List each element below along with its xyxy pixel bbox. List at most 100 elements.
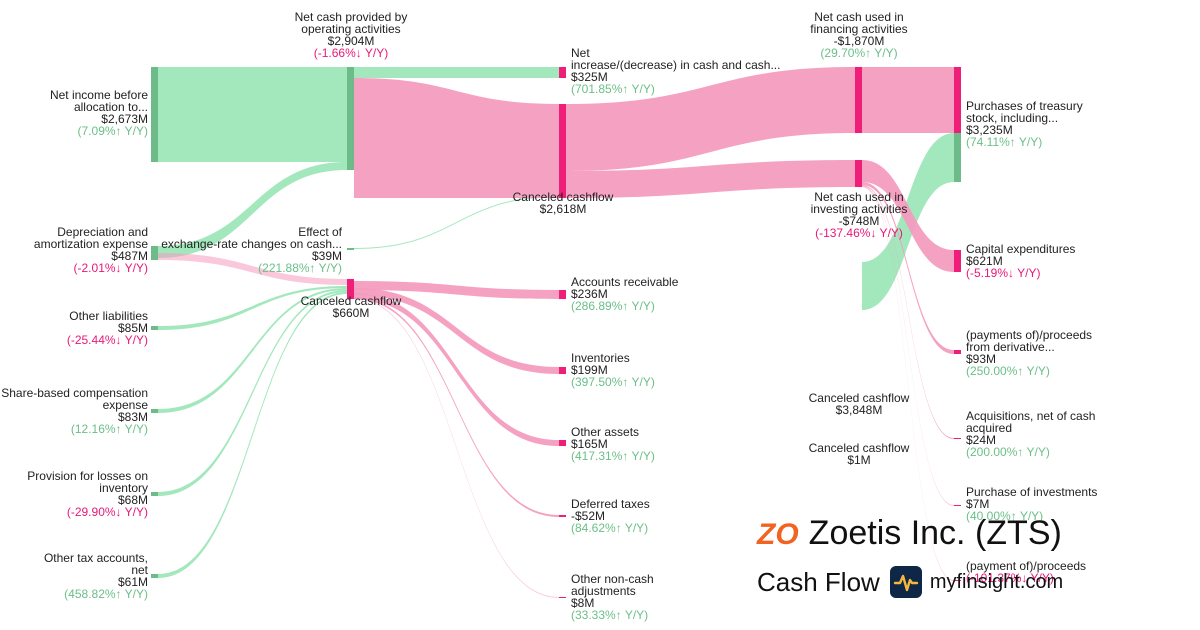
node-label-line: allocation to...: [74, 100, 148, 114]
link-canceled_660-to-accounts_receivable: [354, 281, 559, 299]
node-change: (74.11%↑ Y/Y): [966, 135, 1042, 149]
label-capex: Capital expenditures$621M(-5.19%↓ Y/Y): [966, 242, 1075, 280]
statement-name: Cash Flow: [757, 566, 880, 597]
node-label-line: inventory: [99, 481, 148, 495]
node-change: (-1.66%↓ Y/Y): [314, 46, 388, 60]
node-value: -$1,870M: [834, 34, 885, 48]
node-change: (397.50%↑ Y/Y): [571, 375, 655, 389]
link-investing-to-payment_of: [862, 186, 954, 581]
node-label-line: Canceled cashflow: [513, 190, 614, 204]
node-value: $199M: [571, 363, 608, 377]
node-canceled_660: [347, 279, 354, 299]
node-label-line: net: [131, 563, 148, 577]
node-label-line: (payments of)/proceeds: [966, 328, 1092, 342]
link-depreciation-to-canceled_660: [158, 253, 347, 285]
node-net_increase: [559, 67, 566, 78]
node-label-line: investing activities: [811, 202, 908, 216]
label-purchase_investments: Purchase of investments$7M(40.00%↑ Y/Y): [966, 485, 1097, 523]
node-change: (250.00%↑ Y/Y): [966, 364, 1050, 378]
node-value: -$52M: [571, 509, 605, 523]
link-share_based-to-canceled_660: [158, 288, 347, 413]
node-value: $3,235M: [966, 123, 1013, 137]
node-label-line: Purchases of treasury: [966, 99, 1083, 113]
node-fx: [347, 248, 354, 250]
node-value: $7M: [966, 497, 989, 511]
label-canceled_2618: Canceled cashflow$2,618M: [513, 190, 614, 216]
node-label-line: financing activities: [810, 22, 907, 36]
node-change: (84.62%↑ Y/Y): [571, 521, 648, 535]
node-value: $1M: [847, 453, 870, 467]
node-value: $2,904M: [328, 34, 375, 48]
node-accounts_receivable: [559, 290, 566, 299]
node-change: (417.31%↑ Y/Y): [571, 449, 655, 463]
link-financing-to-treasury: [862, 67, 954, 133]
link-provision-to-canceled_660: [158, 290, 347, 496]
node-label-line: Capital expenditures: [966, 242, 1075, 256]
node-other_liabilities: [151, 326, 158, 330]
node-change: (-101.37%↓ Y/Y): [966, 571, 1054, 585]
node-label-line: Other liabilities: [69, 309, 148, 323]
link-other_tax-to-canceled_660: [158, 292, 347, 578]
label-other_liabilities: Other liabilities$85M(-25.44%↓ Y/Y): [67, 309, 148, 347]
link-depreciation-to-operating: [158, 162, 347, 258]
node-label-line: from derivative...: [966, 340, 1055, 354]
node-label-line: amortization expense: [34, 237, 148, 251]
node-change: (-29.90%↓ Y/Y): [67, 505, 148, 519]
label-share_based: Share-based compensationexpense$83M(12.1…: [1, 386, 148, 436]
node-value: $3,848M: [836, 403, 883, 417]
node-value: $660M: [333, 306, 370, 320]
node-treasury-inflow-part: [954, 133, 961, 182]
node-change: (-2.01%↓ Y/Y): [74, 261, 148, 275]
link-investing-to-purchase_investments: [862, 186, 954, 506]
node-value: $93M: [966, 352, 996, 366]
node-capex: [954, 250, 961, 272]
node-payment_of: [954, 580, 961, 581]
node-deferred_taxes: [559, 515, 566, 517]
link-operating-to-net_increase: [354, 67, 559, 78]
node-change: (221.88%↑ Y/Y): [258, 261, 342, 275]
node-change: (286.89%↑ Y/Y): [571, 299, 655, 313]
node-label-line: Net cash used in: [814, 10, 903, 24]
node-derivative: [954, 350, 961, 354]
node-label-line: Net cash provided by: [295, 10, 408, 24]
node-label-line: Inventories: [571, 351, 630, 365]
label-canceled_1: Canceled cashflow$1M: [809, 441, 910, 467]
node-label-line: Accounts receivable: [571, 275, 679, 289]
link-operating-to-canceled_2618: [354, 78, 559, 198]
node-label-line: Acquisitions, net of cash: [966, 409, 1095, 423]
node-label-line: operating activities: [301, 22, 400, 36]
node-change: (40.00%↑ Y/Y): [966, 509, 1043, 523]
node-label-line: increase/(decrease) in cash and cash...: [571, 58, 780, 72]
label-accounts_receivable: Accounts receivable$236M(286.89%↑ Y/Y): [571, 275, 679, 313]
node-change: (12.16%↑ Y/Y): [71, 422, 148, 436]
node-label-line: Canceled cashflow: [809, 391, 910, 405]
node-value: $85M: [118, 321, 148, 335]
node-change: (33.33%↑ Y/Y): [571, 608, 648, 622]
node-value: $236M: [571, 287, 608, 301]
node-inventories: [559, 367, 566, 374]
node-label-line: Net: [571, 46, 590, 60]
node-value: $83M: [118, 410, 148, 424]
node-value: $165M: [571, 437, 608, 451]
node-net_income: [151, 67, 158, 162]
node-label-line: (payment of)/proceeds: [966, 559, 1086, 573]
link-fx-to-canceled_2618: [354, 196, 559, 249]
node-change: (-5.19%↓ Y/Y): [966, 266, 1040, 280]
node-share_based: [151, 409, 158, 413]
label-payment_of: (payment of)/proceeds(-101.37%↓ Y/Y): [966, 559, 1086, 585]
node-value: $24M: [966, 433, 996, 447]
node-label-line: adjustments: [571, 584, 636, 598]
link-other_liabilities-to-canceled_660: [158, 286, 347, 330]
node-change: (200.00%↑ Y/Y): [966, 445, 1050, 459]
node-label-line: Other non-cash: [571, 572, 654, 586]
node-value: $2,673M: [101, 112, 148, 126]
node-label-line: Provision for losses on: [27, 469, 148, 483]
link-investing-to-derivative: [862, 182, 954, 354]
